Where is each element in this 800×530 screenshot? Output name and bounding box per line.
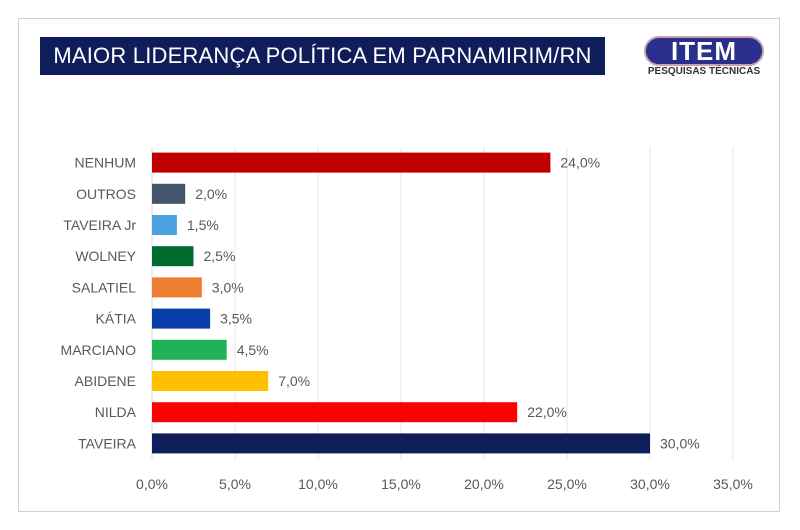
x-tick-label: 5,0% (219, 476, 251, 492)
data-label: 2,5% (204, 248, 236, 264)
bar (152, 433, 650, 454)
bar (152, 246, 194, 267)
chart-title: MAIOR LIDERANÇA POLÍTICA EM PARNAMIRIM/R… (40, 37, 605, 75)
data-label: 4,5% (237, 342, 269, 358)
category-label: NENHUM (75, 155, 136, 171)
category-label: TAVEIRA Jr (63, 217, 136, 233)
bar (152, 152, 551, 173)
category-label: WOLNEY (75, 248, 136, 264)
x-tick-label: 20,0% (464, 476, 504, 492)
x-tick-label: 30,0% (630, 476, 670, 492)
x-tick-label: 10,0% (298, 476, 338, 492)
data-label: 2,0% (195, 186, 227, 202)
bar (152, 215, 177, 235)
bar (152, 339, 227, 360)
category-label: TAVEIRA (78, 435, 136, 451)
data-label: 24,0% (560, 155, 600, 171)
x-tick-label: 15,0% (381, 476, 421, 492)
bar (152, 183, 186, 204)
category-label: OUTROS (76, 186, 136, 202)
category-label: KÁTIA (96, 311, 137, 327)
bar (152, 402, 518, 423)
bar (152, 371, 269, 391)
bar (152, 277, 202, 298)
chart-frame (18, 18, 780, 512)
data-label: 7,0% (278, 373, 310, 389)
x-tick-label: 25,0% (547, 476, 587, 492)
bar (152, 308, 211, 329)
category-label: SALATIEL (72, 279, 137, 295)
data-label: 1,5% (187, 217, 219, 233)
category-label: ABIDENE (75, 373, 136, 389)
x-tick-label: 35,0% (713, 476, 753, 492)
logo-sub: PESQUISAS TÉCNICAS (647, 66, 761, 77)
data-label: 3,0% (212, 279, 244, 295)
data-label: 3,5% (220, 311, 252, 327)
item-logo: ITEM PESQUISAS TÉCNICAS (640, 34, 770, 84)
category-label: MARCIANO (61, 342, 137, 358)
logo-main: ITEM (644, 36, 764, 66)
data-label: 22,0% (527, 404, 567, 420)
data-label: 30,0% (660, 435, 700, 451)
category-label: NILDA (95, 404, 137, 420)
x-tick-label: 0,0% (136, 476, 168, 492)
